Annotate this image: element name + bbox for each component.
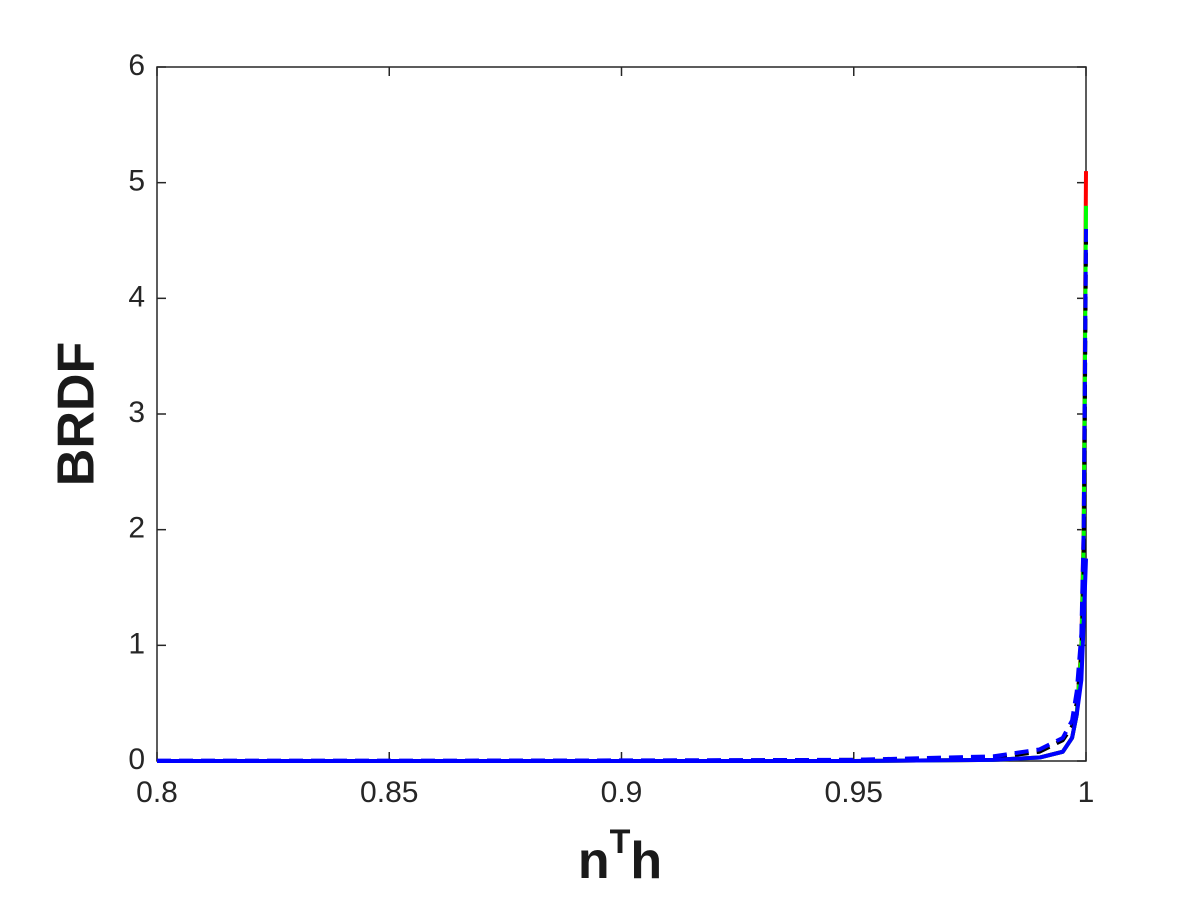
y-tick-label: 2 — [128, 512, 145, 545]
x-tick-label: 1 — [1078, 776, 1095, 809]
x-tick-label: 0.85 — [360, 776, 418, 809]
y-tick-label: 1 — [128, 627, 145, 660]
y-tick-label: 3 — [128, 396, 145, 429]
x-label-main: n — [578, 832, 610, 890]
y-tick-label: 6 — [128, 49, 145, 82]
x-tick-label: 0.8 — [136, 776, 178, 809]
x-tick-label: 0.9 — [601, 776, 643, 809]
y-tick-label: 5 — [128, 165, 145, 198]
y-axis-label: BRDF — [48, 342, 106, 486]
x-tick-label: 0.95 — [825, 776, 883, 809]
x-label-tail: h — [630, 832, 662, 890]
y-tick-label: 0 — [128, 743, 145, 776]
y-tick-label: 4 — [128, 280, 145, 313]
x-axis-label: nTh — [578, 823, 662, 890]
series-line — [157, 558, 1088, 763]
plot-area — [156, 66, 1087, 762]
x-label-sup: T — [610, 823, 631, 861]
